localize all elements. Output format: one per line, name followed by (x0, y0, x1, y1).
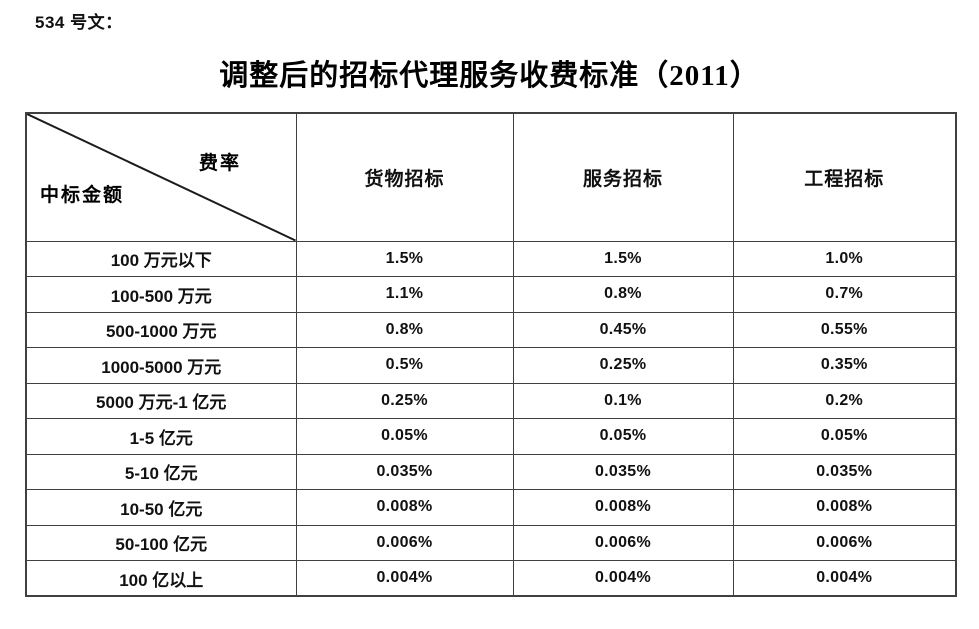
cell-value: 0.45% (512, 311, 734, 348)
row-label: 50-100 亿元 (25, 524, 297, 561)
page-title: 调整后的招标代理服务收费标准（2011） (219, 60, 760, 92)
cell-value: 0.006% (732, 524, 957, 561)
table-row: 5000 万元-1 亿元 0.25% 0.1% 0.2% (25, 382, 957, 419)
corner-label-rate: 费率 (199, 153, 242, 174)
table-row: 100 亿以上 0.004% 0.004% 0.004% (25, 560, 957, 597)
cell-value: 0.05% (295, 418, 514, 455)
cell-value: 0.8% (512, 276, 734, 313)
cell-value: 0.006% (512, 524, 734, 561)
cell-value: 1.0% (732, 240, 957, 277)
cell-value: 0.1% (512, 382, 734, 419)
table-row: 100 万元以下 1.5% 1.5% 1.0% (25, 240, 957, 277)
diagonal-line (27, 114, 295, 240)
cell-value: 0.035% (512, 453, 734, 490)
cell-value: 0.008% (512, 489, 734, 526)
cell-value: 0.004% (732, 560, 957, 597)
column-header-service: 服务招标 (512, 112, 734, 242)
diagonal-header-cell: 费率 中标金额 (25, 112, 297, 242)
cell-value: 0.035% (295, 453, 514, 490)
table-row: 100-500 万元 1.1% 0.8% 0.7% (25, 276, 957, 313)
cell-value: 1.5% (295, 240, 514, 277)
row-label: 100 亿以上 (25, 560, 297, 597)
row-label: 1000-5000 万元 (25, 347, 297, 384)
cell-value: 0.5% (295, 347, 514, 384)
row-label: 10-50 亿元 (25, 489, 297, 526)
table-row: 10-50 亿元 0.008% 0.008% 0.008% (25, 489, 957, 526)
cell-value: 0.008% (732, 489, 957, 526)
row-label: 500-1000 万元 (25, 311, 297, 348)
cell-value: 1.5% (512, 240, 734, 277)
cell-value: 0.55% (732, 311, 957, 348)
cell-value: 0.2% (732, 382, 957, 419)
cell-value: 0.8% (295, 311, 514, 348)
table-row: 50-100 亿元 0.006% 0.006% 0.006% (25, 524, 957, 561)
row-label: 5-10 亿元 (25, 453, 297, 490)
cell-value: 1.1% (295, 276, 514, 313)
row-label: 100 万元以下 (25, 240, 297, 277)
table-row: 1000-5000 万元 0.5% 0.25% 0.35% (25, 347, 957, 384)
corner-label-amount: 中标金额 (40, 185, 125, 206)
row-label: 100-500 万元 (25, 276, 297, 313)
cell-value: 0.35% (732, 347, 957, 384)
table-row: 5-10 亿元 0.035% 0.035% 0.035% (25, 453, 957, 490)
cell-value: 0.05% (512, 418, 734, 455)
cell-value: 0.7% (732, 276, 957, 313)
column-header-works: 工程招标 (732, 112, 957, 242)
cell-value: 0.05% (732, 418, 957, 455)
cell-value: 0.006% (295, 524, 514, 561)
cell-value: 0.25% (295, 382, 514, 419)
table-row: 500-1000 万元 0.8% 0.45% 0.55% (25, 311, 957, 348)
cell-value: 0.035% (732, 453, 957, 490)
cell-value: 0.25% (512, 347, 734, 384)
table-row: 1-5 亿元 0.05% 0.05% 0.05% (25, 418, 957, 455)
fee-standard-table: 费率 中标金额 货物招标 服务招标 工程招标 100 万元以下 1.5% 1.5% 1… (25, 112, 957, 597)
column-header-goods: 货物招标 (295, 112, 514, 242)
row-label: 5000 万元-1 亿元 (25, 382, 297, 419)
document-number-label: 534 号文： (35, 13, 123, 32)
table-header-row: 费率 中标金额 货物招标 服务招标 工程招标 (25, 112, 957, 242)
cell-value: 0.008% (295, 489, 514, 526)
row-label: 1-5 亿元 (25, 418, 297, 455)
cell-value: 0.004% (295, 560, 514, 597)
cell-value: 0.004% (512, 560, 734, 597)
